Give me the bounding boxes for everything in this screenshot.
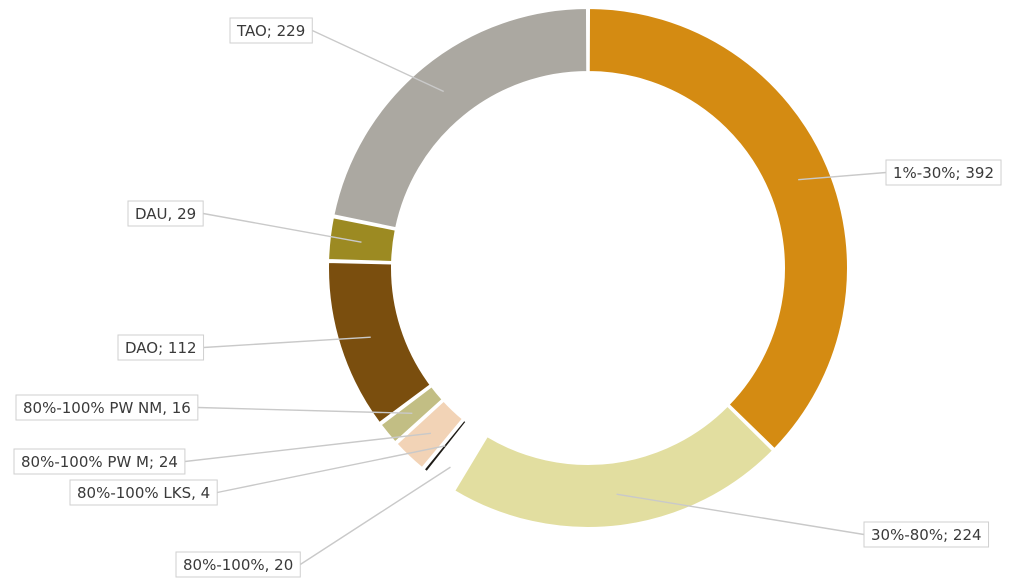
- slice-80-100-pw-m: [395, 399, 465, 470]
- leader-line: [798, 171, 887, 181]
- slice-dao: [327, 260, 433, 425]
- data-label-box: [69, 479, 218, 506]
- data-label-30-80-: 30%-80%; 224: [871, 526, 982, 544]
- data-label-80-100-pw-nm: 80%-100% PW NM, 16: [23, 399, 191, 417]
- donut-slices: [327, 6, 849, 529]
- data-label-dau: DAU, 29: [135, 205, 196, 223]
- data-label-80-100-lks: 80%-100% LKS, 4: [77, 484, 210, 502]
- leader-line: [299, 466, 451, 566]
- leader-line: [311, 29, 445, 93]
- leader-line: [203, 336, 371, 349]
- data-label-1-30-: 1%-30%; 392: [893, 164, 994, 182]
- leader-line: [616, 493, 865, 536]
- slice-30-80-: [452, 404, 775, 529]
- data-label-80-100-pw-m: 80%-100% PW M; 24: [21, 453, 178, 471]
- leader-line: [184, 432, 432, 463]
- leader-line: [197, 406, 413, 415]
- slice-dau: [327, 216, 397, 263]
- data-label-box: [175, 551, 301, 578]
- data-label-80-100-: 80%-100%, 20: [183, 556, 293, 574]
- data-label-box: [117, 334, 205, 361]
- data-label-box: [863, 521, 990, 548]
- data-label-dao: DAO; 112: [125, 339, 197, 357]
- data-labels: 1%-30%; 392 30%-80%; 224 80%-100%, 20 80%-1…: [13, 17, 1002, 578]
- data-label-box: [15, 394, 199, 421]
- leader-line: [217, 445, 446, 494]
- slice-1-30-: [587, 6, 849, 451]
- slice-tao: [332, 6, 589, 230]
- data-label-box: [13, 448, 186, 475]
- data-label-box: [229, 17, 313, 44]
- data-label-box: [885, 159, 1002, 186]
- leader-line: [203, 212, 362, 243]
- slice-80-100-pw-nm: [379, 384, 445, 444]
- leader-lines: [184, 29, 887, 566]
- data-label-box: [127, 200, 204, 227]
- data-label-tao: TAO; 229: [236, 22, 305, 40]
